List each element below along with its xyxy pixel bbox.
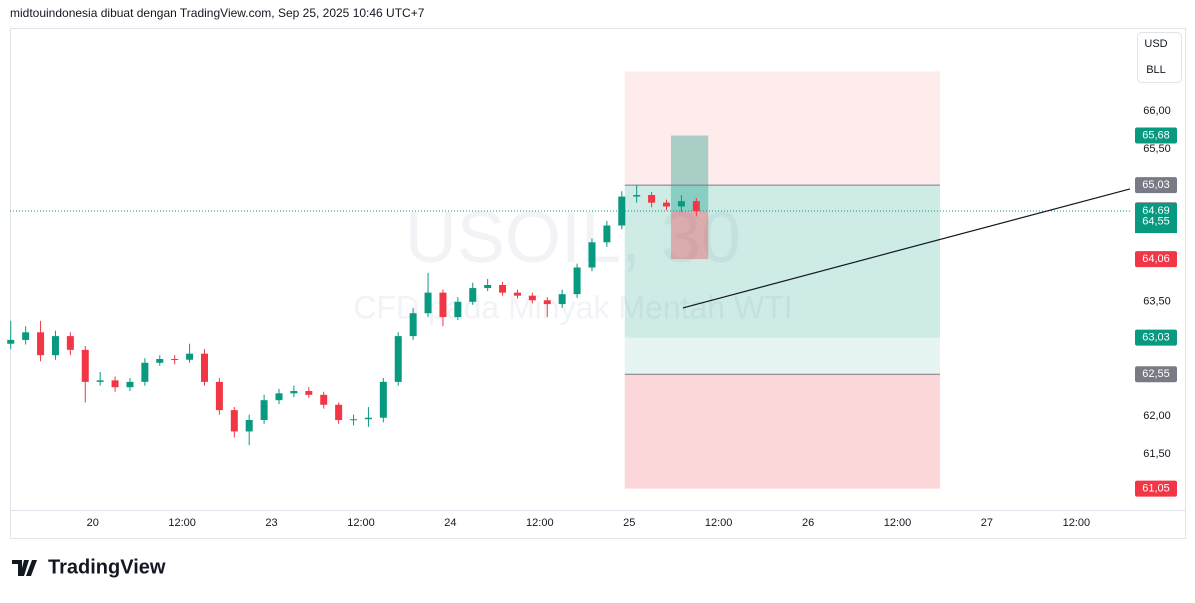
candle-body — [350, 419, 358, 421]
candle-body — [469, 288, 477, 302]
candle-body — [603, 225, 611, 243]
candle-body — [275, 393, 283, 401]
price-label: 65,68 — [1142, 129, 1170, 141]
price-label-box — [1135, 177, 1177, 194]
x-tick-label: 12:00 — [168, 517, 196, 529]
position-zone — [624, 71, 940, 186]
candle-body — [454, 301, 462, 318]
price-label: 65,03 — [1142, 179, 1170, 191]
candle-body — [648, 195, 656, 203]
candle-body — [81, 349, 89, 382]
price-label-box — [1135, 127, 1177, 144]
candle-body — [126, 381, 134, 388]
price-label: 61,05 — [1142, 483, 1170, 495]
candle-body — [156, 358, 164, 363]
candle-body — [573, 267, 581, 295]
candle-body — [22, 332, 30, 340]
price-label: 64,55 — [1142, 216, 1170, 228]
position-zone — [670, 135, 709, 212]
candle-body — [96, 380, 104, 382]
price-label: 62,55 — [1142, 368, 1170, 380]
logo-icon — [12, 560, 37, 576]
candle-body — [171, 358, 179, 360]
candle-body — [484, 285, 492, 289]
price-label-box — [1135, 329, 1177, 346]
trend-line — [682, 188, 1131, 309]
candle-body — [513, 292, 521, 296]
price-label-box — [1135, 366, 1177, 383]
frame — [10, 28, 1186, 539]
candle-body — [200, 353, 208, 382]
candle-body — [260, 400, 268, 421]
x-tick-label: 12:00 — [526, 517, 554, 529]
x-tick-label: 20 — [87, 517, 99, 529]
y-tick-label: 62,00 — [1143, 410, 1171, 422]
x-tick-label: 12:00 — [1063, 517, 1091, 529]
logo-text: TradingView — [48, 556, 166, 578]
price-label-box — [1135, 251, 1177, 268]
unit-box[interactable] — [1137, 32, 1182, 83]
candle-body — [141, 362, 149, 382]
x-tick-label: 12:00 — [705, 517, 733, 529]
candle-body — [111, 380, 119, 388]
candle-body — [335, 404, 343, 421]
candle-body — [633, 195, 641, 197]
y-tick-label: 66,00 — [1143, 105, 1171, 117]
position-zone — [624, 185, 940, 338]
x-tick-label: 24 — [444, 517, 456, 529]
x-tick-label: 12:00 — [884, 517, 912, 529]
candle-body — [7, 339, 15, 344]
y-tick-label: 61,50 — [1143, 448, 1171, 460]
candle-body — [618, 196, 626, 226]
unit[interactable]: BLL — [1146, 64, 1166, 76]
price-label: 63,03 — [1142, 332, 1170, 344]
candle-body — [290, 391, 298, 394]
candle-body — [394, 336, 402, 382]
candle-body — [51, 336, 59, 356]
candle-body — [409, 313, 417, 337]
candle-body — [692, 201, 700, 212]
candle-body — [186, 353, 194, 360]
candle-body — [424, 292, 432, 314]
x-tick-label: 27 — [981, 517, 993, 529]
price-label-box — [1135, 480, 1177, 497]
candle-body — [588, 242, 596, 268]
candle-body — [558, 294, 566, 305]
candle-body — [230, 410, 238, 432]
candle-body — [215, 381, 223, 411]
logo: TradingView — [12, 556, 166, 578]
position-zone — [624, 374, 940, 489]
x-tick-label: 23 — [265, 517, 277, 529]
y-tick-label: 63,50 — [1143, 296, 1171, 308]
candle-body — [528, 295, 536, 301]
candle-body — [379, 381, 387, 418]
price-label: 64,06 — [1142, 253, 1170, 265]
candle-body — [364, 417, 372, 420]
candle-body — [37, 332, 45, 356]
candle-body — [305, 391, 313, 395]
position-zone — [670, 211, 709, 260]
candle-body — [439, 292, 447, 318]
header: midtouindonesia dibuat dengan TradingVie… — [10, 6, 425, 20]
candle-body — [245, 420, 253, 432]
candle-body — [320, 394, 328, 405]
candle-body — [499, 285, 507, 293]
candle-body — [543, 300, 551, 305]
x-tick-label: 26 — [802, 517, 814, 529]
currency[interactable]: USD — [1144, 38, 1167, 50]
position-zone — [624, 337, 940, 375]
candle-body — [663, 202, 671, 207]
price-label-box — [1135, 213, 1177, 230]
candle-body — [66, 336, 74, 350]
candle-body — [677, 201, 685, 207]
x-tick-label: 12:00 — [347, 517, 375, 529]
y-tick-label: 65,50 — [1143, 143, 1171, 155]
x-tick-label: 25 — [623, 517, 635, 529]
